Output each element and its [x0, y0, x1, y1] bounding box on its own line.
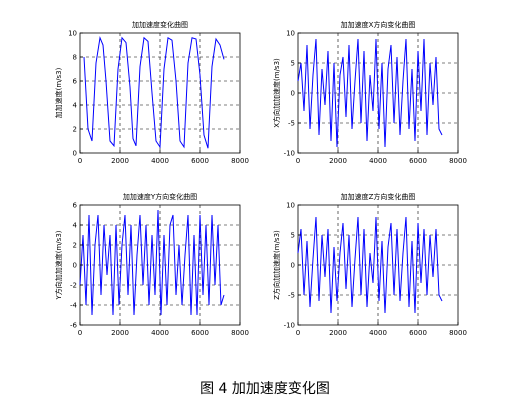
y-tick-label: -6	[70, 322, 78, 330]
y-tick-label: 0	[291, 262, 295, 270]
series-line-1	[297, 38, 443, 148]
x-tick-label: 4000	[369, 157, 387, 165]
y-tick-label: -5	[288, 292, 295, 300]
chart-panel-3: 0 2000 4000 6000 8000 -6 -4 -2 0 2 4 6 加加速度Y方向变化曲图 Y方…	[54, 192, 249, 337]
y-axis-label: Z方向加加速度(m/s3)	[272, 230, 281, 300]
x-tick-label: 8000	[231, 157, 249, 165]
y-tick-label: 5	[291, 60, 295, 68]
y-axis-label: X方向加加速度(m/s3)	[272, 58, 281, 128]
y-tick-label: 2	[73, 126, 77, 134]
chart-title: 加加速度X方向变化曲图	[341, 20, 416, 29]
y-tick-label: -2	[70, 282, 77, 290]
y-tick-label: -10	[284, 322, 295, 330]
x-tick-label: 6000	[191, 329, 209, 337]
x-tick-label: 4000	[151, 157, 169, 165]
x-tick-label: 4000	[151, 329, 169, 337]
y-tick-label: 0	[291, 90, 295, 98]
x-tick-label: 8000	[449, 329, 467, 337]
x-tick-label: 2000	[329, 157, 347, 165]
x-tick-label: 0	[78, 157, 82, 165]
y-tick-label: -5	[288, 120, 295, 128]
y-tick-label: 4	[73, 222, 78, 230]
x-tick-label: 2000	[111, 157, 129, 165]
x-tick-label: 0	[78, 329, 82, 337]
y-tick-label: 2	[73, 242, 77, 250]
chart-panel-1: 0 2000 4000 6000 8000 0 2 4 6 8 10 加加速度变化曲图加加速度(m/s…	[54, 20, 249, 165]
series-line-1	[83, 35, 225, 149]
y-tick-label: 6	[73, 202, 78, 210]
chart-panel-2: 0 2000 4000 6000 8000 -10 -5 0 5 10 加加速度X方向变化曲图 X方向…	[272, 20, 467, 165]
x-tick-label: 8000	[231, 329, 249, 337]
x-tick-label: 6000	[191, 157, 209, 165]
figure-caption: 图 4 加加速度变化图	[200, 381, 330, 397]
y-tick-label: 8	[73, 54, 77, 62]
y-tick-label: 10	[286, 30, 295, 38]
chart-panel-4: 0 2000 4000 6000 8000 -10 -5 0 5 10 加加速度Z方向变化曲图 Z方向…	[272, 192, 467, 337]
chart-title: 加加速度Z方向变化曲图	[341, 192, 416, 201]
y-tick-label: 5	[291, 232, 295, 240]
x-tick-label: 6000	[409, 329, 427, 337]
series-line-1	[79, 209, 225, 316]
x-tick-label: 4000	[369, 329, 387, 337]
x-tick-label: 8000	[449, 157, 467, 165]
y-tick-label: 0	[73, 262, 77, 270]
chart-title: 加加速度Y方向变化曲图	[123, 192, 197, 201]
y-tick-label: -10	[284, 150, 295, 158]
y-tick-label: 4	[73, 102, 78, 110]
y-tick-label: 10	[68, 30, 77, 38]
y-tick-label: 0	[73, 150, 77, 158]
y-axis-label: Y方向加加速度(m/s3)	[54, 230, 63, 300]
y-tick-label: 10	[286, 202, 295, 210]
x-tick-label: 2000	[329, 329, 347, 337]
y-tick-label: 6	[73, 78, 78, 86]
x-tick-label: 0	[296, 157, 300, 165]
y-tick-label: -4	[70, 302, 78, 310]
x-tick-label: 2000	[111, 329, 129, 337]
series-line-1	[297, 216, 443, 314]
x-tick-label: 6000	[409, 157, 427, 165]
chart-title: 加加速度变化曲图	[132, 20, 188, 29]
x-tick-label: 0	[296, 329, 300, 337]
y-axis-label: 加加速度(m/s3)	[54, 67, 63, 118]
